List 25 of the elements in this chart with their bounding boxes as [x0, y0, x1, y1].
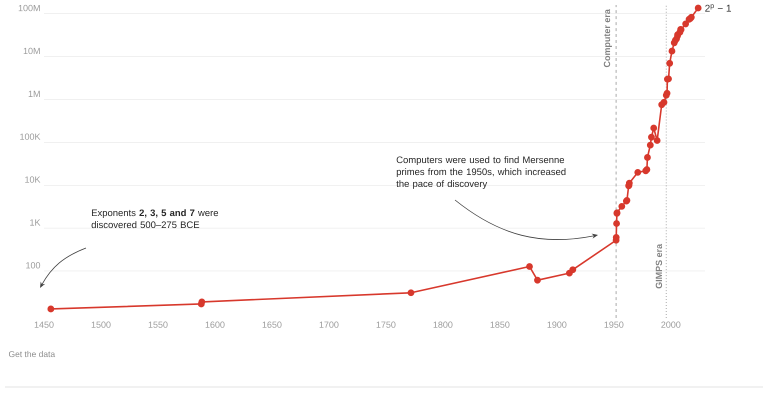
text: Get the data — [8, 350, 56, 358]
y-tick-label: 100M — [18, 4, 40, 12]
x-tick-label: 1550 — [148, 322, 168, 328]
x-tick-label: 1850 — [490, 322, 510, 328]
x-tick-label: 1650 — [262, 322, 282, 328]
x-tick-label: 1700 — [320, 322, 339, 328]
series-label: 2$^{p}$ − 1 — [705, 4, 732, 12]
ref-line-label: GIMPS era — [656, 244, 662, 288]
x-tick-label: 1950 — [604, 322, 624, 328]
x-tick-label: 1450 — [34, 322, 54, 328]
annotation: Computers were used to find Mersenne primes from the 1950s, which increased the pace of discovery — [396, 156, 566, 189]
y-tick-label: 10K — [25, 176, 40, 183]
ref-line-label: Computer era — [604, 9, 612, 68]
x-tick-label: 1800 — [434, 322, 453, 328]
y-tick-label: 100K — [20, 133, 40, 140]
y-tick-label: 1M — [28, 90, 40, 97]
x-tick-label: 1750 — [376, 322, 396, 328]
annotation: Exponents 2, 3, 5 and 7 were discovered 500–275 BCE — [92, 209, 218, 228]
x-tick-label: 1600 — [206, 322, 225, 328]
x-tick-label: 1500 — [92, 322, 111, 328]
x-tick-label: 1900 — [548, 322, 566, 328]
y-tick-label: 10M — [24, 48, 40, 54]
x-tick-label: 2000 — [661, 322, 680, 328]
y-tick-label: 100 — [26, 262, 40, 268]
y-tick-label: 1K — [30, 219, 40, 226]
